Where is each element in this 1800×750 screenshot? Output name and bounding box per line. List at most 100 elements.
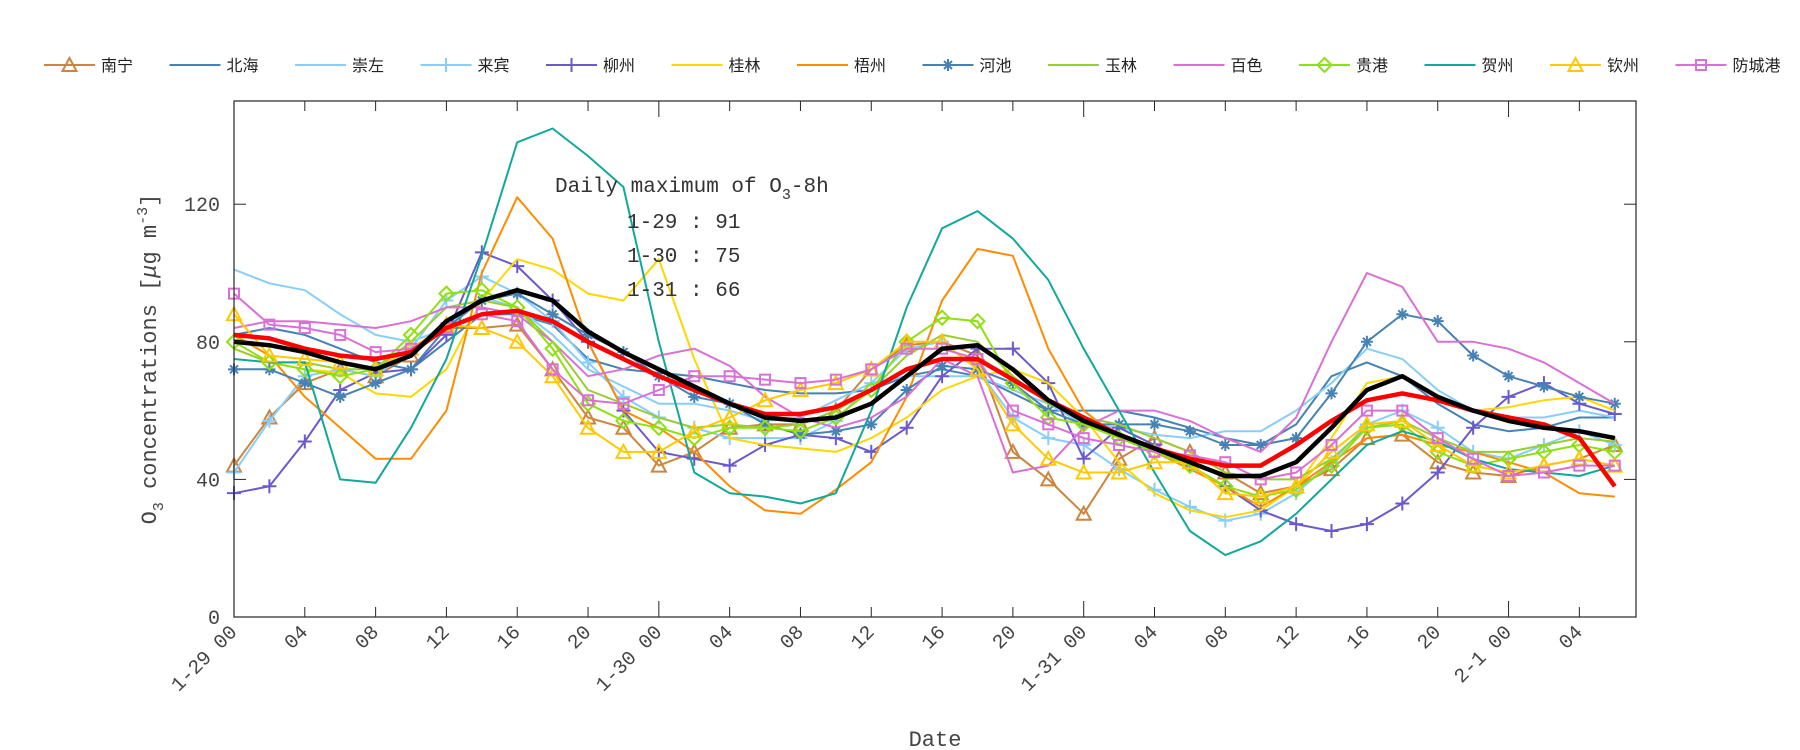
data-point [1467,452,1480,465]
data-point [685,422,703,439]
x-tick-label: 12 [1272,622,1305,655]
x-tick-label: 1-31 00 [1017,622,1093,698]
data-point [865,418,878,431]
data-point [1219,439,1232,451]
annotation-title: Daily maximum of O3-8h [555,176,829,204]
data-point [1076,438,1091,452]
data-point [473,318,491,336]
legend-label: 梧州 [854,56,886,75]
y-label-o: O [138,511,163,524]
data-point [614,442,633,459]
legend-item: 来宾 [420,56,510,75]
data-point [1322,442,1341,459]
legend-item: 南宁 [44,55,133,75]
data-point [508,315,526,332]
x-tick-label: 20 [989,622,1022,655]
data-point [1573,390,1586,403]
legend-label: 贺州 [1482,56,1514,75]
data-point [791,380,810,397]
data-point [262,479,277,494]
legend-marker [1566,55,1585,72]
data-point [1393,411,1412,428]
data-point [969,312,986,330]
data-point [334,390,347,403]
data-point [794,377,807,390]
x-tick-label: 16 [1343,622,1376,655]
x-tick-label: 20 [564,622,597,655]
data-point [1324,524,1339,538]
legend-item: 河池 [922,56,1012,75]
y-label-unit: g m [138,225,163,265]
data-point [1290,432,1303,445]
legend: 南宁 北海 崇左 来宾 柳州 桂林 梧州 河池 玉林 百色 贵港 贺州 钦州 防城港 [44,55,1781,75]
data-point [1145,453,1164,470]
data-point [405,363,418,376]
data-point [579,408,597,425]
series-桂林 [233,258,1616,519]
data-point [688,370,701,383]
data-point [1395,496,1410,511]
y-tick-label: 80 [196,333,220,356]
data-point [829,373,842,386]
data-point [1467,349,1480,362]
series-line [233,289,1615,498]
data-point [297,434,312,449]
data-point [1148,418,1161,431]
y-label-sup: -3 [135,207,152,225]
data-point [298,322,311,335]
x-tick-label: 08 [776,622,809,655]
data-point [511,315,524,328]
data-point [1075,463,1093,480]
annotation-line-3: 1-31 : 66 [627,280,740,303]
legend-label: 钦州 [1607,56,1639,75]
series-line [233,258,1616,519]
legend-label: 河池 [980,56,1012,75]
x-tick-label: 2-1 00 [1450,622,1517,689]
legend-item: 梧州 [797,56,886,75]
data-point [262,413,277,428]
legend-item: 玉林 [1048,56,1137,75]
series-钦州 [225,305,1624,504]
data-point [1466,420,1481,435]
data-point [1360,404,1373,417]
y-tick-label: 0 [208,608,220,631]
data-point [1182,499,1197,514]
legend-marker [942,59,954,71]
x-tick-label: 04 [281,622,314,655]
legend-marker [439,58,453,72]
data-point [1608,459,1621,472]
data-point [331,367,349,385]
data-point [296,349,314,366]
data-point [616,389,631,404]
series-line [233,127,1616,557]
data-point [511,287,524,300]
data-point [1290,466,1303,479]
y-axis-label: O3 concentrations [μg m-3] [135,194,168,525]
data-point [543,367,562,384]
data-point [546,363,559,376]
data-point [1004,442,1022,459]
x-tick-label: 16 [918,622,951,655]
x-tick-label: 20 [1413,622,1446,655]
legend-item: 钦州 [1550,55,1639,75]
data-point [334,328,347,341]
data-point [1110,463,1128,480]
data-point [1218,513,1233,528]
data-point [581,355,596,370]
data-point [794,428,807,441]
data-point [1005,341,1020,356]
data-point [899,420,914,435]
data-point [900,383,913,396]
annotation-title-main: Daily maximum of O [555,176,782,199]
data-point [1325,439,1338,451]
data-point [615,412,632,430]
axis-ticks [233,101,1636,618]
x-axis-label: Date [909,728,962,750]
y-label-sub: 3 [151,502,168,511]
legend-marker [564,58,579,72]
x-tick-label: 1-29 00 [167,622,243,698]
series-北海 [233,313,1615,446]
data-point [1216,484,1234,501]
data-point [1429,435,1447,452]
